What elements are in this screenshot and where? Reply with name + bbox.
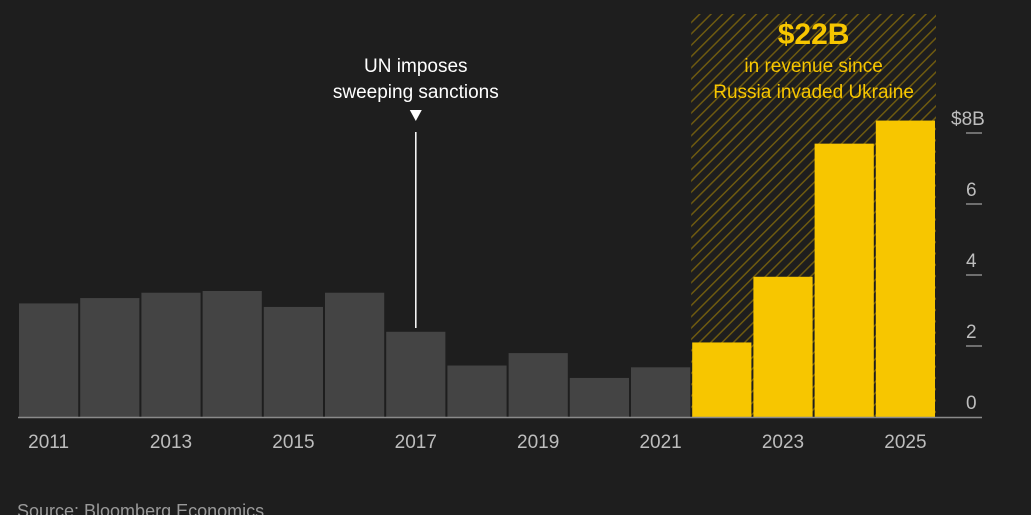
bar-2011 [19,303,79,417]
highlight-caption-2: Russia invaded Ukraine [713,82,914,103]
annotation-line-1: UN imposes [364,56,467,77]
bar-2017 [386,331,446,417]
x-tick-label-2011: 2011 [28,432,69,453]
bar-2014 [202,290,262,417]
bar-2018 [447,365,507,417]
x-tick-label-2023: 2023 [762,432,804,453]
bar-2025 [875,120,935,417]
bar-2024 [814,143,874,417]
source-note: Source: Bloomberg Economics [17,501,264,515]
y-tick-label-6: 6 [966,180,977,201]
bar-2015 [263,306,323,417]
highlight-total: $22B [778,18,850,51]
y-tick-label-8: $8B [951,109,985,130]
x-tick-label-2019: 2019 [517,432,559,453]
annotation-arrow-icon [409,110,422,121]
y-tick-label-0: 0 [966,393,977,414]
bar-2013 [141,292,201,417]
annotation-line-2: sweeping sanctions [333,82,499,103]
bar-2022 [692,342,752,417]
bar-2020 [569,377,629,417]
highlight-caption-1: in revenue since [744,56,882,77]
bar-2012 [80,298,140,417]
y-tick-label-2: 2 [966,322,977,343]
x-tick-label-2025: 2025 [884,432,926,453]
y-tick-label-4: 4 [966,251,977,272]
bar-2023 [753,276,813,417]
x-tick-label-2015: 2015 [272,432,314,453]
bar-2016 [325,292,385,417]
x-tick-label-2013: 2013 [150,432,192,453]
x-tick-label-2021: 2021 [639,432,681,453]
x-tick-label-2017: 2017 [395,432,437,453]
bar-2019 [508,353,568,417]
bar-2021 [631,367,691,417]
